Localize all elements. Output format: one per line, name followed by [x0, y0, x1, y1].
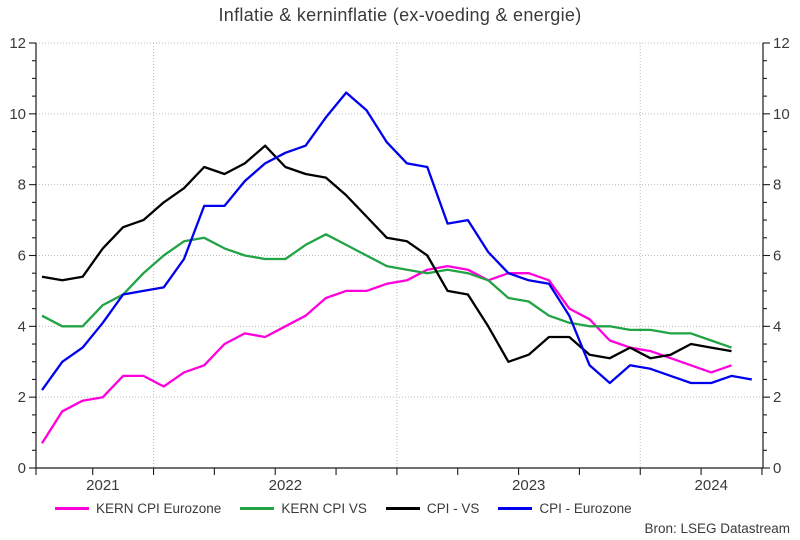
svg-text:4: 4	[773, 318, 781, 335]
series-line-cpi-eurozone	[41, 91, 753, 391]
svg-text:2022: 2022	[269, 477, 302, 494]
legend-item-kern-cpi-eurozone: KERN CPI Eurozone	[55, 501, 221, 516]
svg-text:2: 2	[18, 389, 26, 406]
svg-text:2: 2	[773, 389, 781, 406]
legend-swatch	[240, 507, 275, 510]
legend-swatch	[498, 507, 533, 510]
svg-text:4: 4	[18, 318, 26, 335]
svg-text:2021: 2021	[86, 477, 119, 494]
legend-item-cpi-eurozone: CPI - Eurozone	[498, 501, 632, 516]
svg-text:8: 8	[773, 177, 781, 194]
x-gridlines	[153, 43, 641, 468]
y-gridlines	[36, 42, 763, 398]
series-line-kern-cpi-eurozone	[41, 264, 732, 444]
legend-label: CPI - VS	[426, 501, 480, 516]
svg-text:12: 12	[9, 35, 26, 52]
y-ticks	[29, 42, 770, 469]
y-axis-labels-left: 0 2 4 6 8 10 12	[9, 35, 26, 477]
legend-label: KERN CPI VS	[281, 501, 367, 516]
legend-item-cpi-vs: CPI - VS	[385, 501, 480, 516]
legend-swatch	[385, 507, 420, 510]
svg-text:6: 6	[18, 248, 26, 265]
chart-title: Inflatie & kerninflatie (ex-voeding & en…	[218, 5, 582, 25]
x-axis-labels: 2021 2022 2023 2024	[86, 477, 728, 494]
svg-text:10: 10	[773, 106, 790, 123]
svg-text:0: 0	[773, 460, 781, 477]
y-axis-labels-right: 0 2 4 6 8 10 12	[773, 35, 790, 477]
svg-text:8: 8	[18, 177, 26, 194]
series-line-cpi-vs	[41, 144, 732, 363]
x-ticks	[35, 468, 763, 475]
svg-text:2024: 2024	[695, 477, 728, 494]
svg-text:10: 10	[9, 106, 26, 123]
source-attribution: Bron: LSEG Datastream	[644, 521, 790, 536]
svg-text:2023: 2023	[512, 477, 545, 494]
legend-label: CPI - Eurozone	[539, 501, 632, 516]
legend-swatch	[55, 507, 89, 510]
legend: KERN CPI Eurozone KERN CPI VS CPI - VS C…	[55, 501, 632, 516]
svg-text:12: 12	[773, 35, 790, 52]
svg-text:0: 0	[18, 460, 26, 477]
legend-label: KERN CPI Eurozone	[96, 501, 222, 516]
legend-item-kern-cpi-vs: KERN CPI VS	[240, 501, 367, 516]
svg-text:6: 6	[773, 248, 781, 265]
series-line-kern-cpi-vs	[41, 233, 732, 349]
